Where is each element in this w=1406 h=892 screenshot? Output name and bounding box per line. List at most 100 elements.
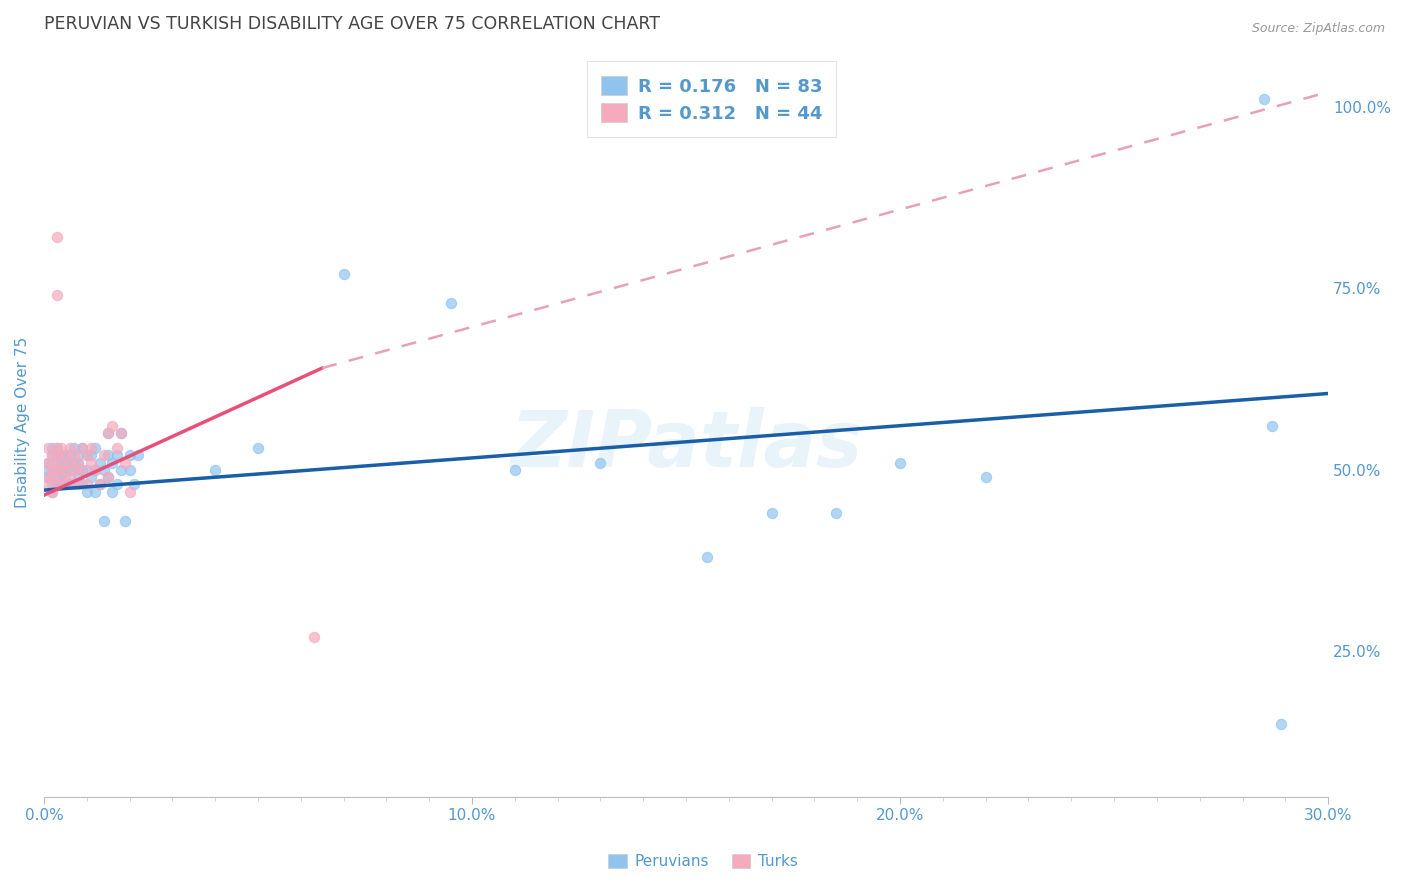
Point xyxy=(76,484,98,499)
Point xyxy=(58,477,80,491)
Text: ZIPatlas: ZIPatlas xyxy=(510,407,862,483)
Point xyxy=(45,463,67,477)
Point xyxy=(37,477,59,491)
Point xyxy=(84,463,107,477)
Point xyxy=(63,463,86,477)
Point xyxy=(41,448,63,462)
Point xyxy=(67,477,90,491)
Point xyxy=(93,448,115,462)
Point xyxy=(97,448,120,462)
Legend: R = 0.176   N = 83, R = 0.312   N = 44: R = 0.176 N = 83, R = 0.312 N = 44 xyxy=(586,62,837,137)
Point xyxy=(246,441,269,455)
Point xyxy=(37,456,59,470)
Point xyxy=(1253,92,1275,106)
Point xyxy=(63,448,86,462)
Point xyxy=(53,448,76,462)
Point xyxy=(1270,717,1292,731)
Point xyxy=(63,456,86,470)
Point xyxy=(37,470,59,484)
Point xyxy=(53,456,76,470)
Point xyxy=(45,470,67,484)
Point xyxy=(110,463,132,477)
Legend: Peruvians, Turks: Peruvians, Turks xyxy=(602,848,804,875)
Point xyxy=(45,448,67,462)
Point xyxy=(49,470,72,484)
Point xyxy=(45,463,67,477)
Point xyxy=(84,484,107,499)
Point xyxy=(589,456,612,470)
Point xyxy=(97,470,120,484)
Point xyxy=(97,426,120,441)
Point xyxy=(97,470,120,484)
Point xyxy=(80,441,103,455)
Point xyxy=(41,463,63,477)
Point xyxy=(696,549,718,564)
Point xyxy=(45,441,67,455)
Point xyxy=(76,448,98,462)
Point xyxy=(58,456,80,470)
Point xyxy=(49,456,72,470)
Point xyxy=(89,456,111,470)
Point xyxy=(72,441,94,455)
Point xyxy=(122,477,145,491)
Point xyxy=(118,463,141,477)
Point xyxy=(439,295,461,310)
Point xyxy=(76,463,98,477)
Point xyxy=(974,470,997,484)
Point xyxy=(41,441,63,455)
Point xyxy=(97,426,120,441)
Point xyxy=(49,456,72,470)
Point xyxy=(114,456,136,470)
Point xyxy=(53,463,76,477)
Point xyxy=(101,484,124,499)
Point xyxy=(67,448,90,462)
Point xyxy=(67,456,90,470)
Point xyxy=(110,426,132,441)
Text: PERUVIAN VS TURKISH DISABILITY AGE OVER 75 CORRELATION CHART: PERUVIAN VS TURKISH DISABILITY AGE OVER … xyxy=(44,15,659,33)
Point xyxy=(114,514,136,528)
Point xyxy=(58,470,80,484)
Y-axis label: Disability Age Over 75: Disability Age Over 75 xyxy=(15,337,30,508)
Point xyxy=(761,507,783,521)
Point xyxy=(53,477,76,491)
Point xyxy=(63,463,86,477)
Point xyxy=(127,448,149,462)
Point xyxy=(58,463,80,477)
Point xyxy=(110,426,132,441)
Point xyxy=(118,448,141,462)
Point xyxy=(105,448,128,462)
Point xyxy=(72,441,94,455)
Point xyxy=(45,230,67,244)
Point xyxy=(58,441,80,455)
Point xyxy=(101,456,124,470)
Point xyxy=(76,448,98,462)
Point xyxy=(89,477,111,491)
Point xyxy=(67,470,90,484)
Point xyxy=(67,456,90,470)
Point xyxy=(41,448,63,462)
Point xyxy=(58,448,80,462)
Point xyxy=(105,441,128,455)
Point xyxy=(204,463,226,477)
Point xyxy=(37,441,59,455)
Point xyxy=(72,477,94,491)
Point xyxy=(824,507,846,521)
Point xyxy=(45,477,67,491)
Point xyxy=(53,477,76,491)
Point xyxy=(41,477,63,491)
Point xyxy=(80,470,103,484)
Point xyxy=(76,477,98,491)
Point xyxy=(45,448,67,462)
Point xyxy=(49,441,72,455)
Point xyxy=(58,456,80,470)
Point xyxy=(302,630,325,644)
Point xyxy=(101,419,124,434)
Point xyxy=(49,470,72,484)
Point xyxy=(37,463,59,477)
Point xyxy=(503,463,526,477)
Point xyxy=(41,463,63,477)
Point xyxy=(84,441,107,455)
Point xyxy=(332,267,354,281)
Point xyxy=(41,470,63,484)
Point xyxy=(93,514,115,528)
